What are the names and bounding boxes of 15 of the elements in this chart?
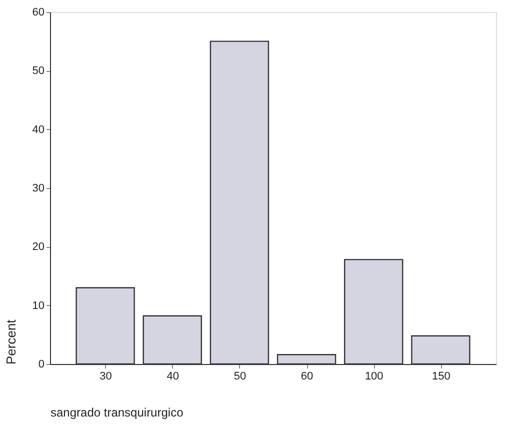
y-tick-label: 10 [32, 300, 44, 312]
x-tick-label: 100 [364, 370, 384, 382]
y-tick-label: 40 [32, 124, 44, 136]
x-axis-title: sangrado transquirurgico [50, 406, 184, 420]
x-tick-label: 60 [300, 370, 314, 382]
y-tick-label: 50 [32, 65, 44, 78]
x-tick-label: 150 [432, 370, 450, 382]
y-tick-label: 60 [32, 6, 44, 18]
y-tick-label: 30 [32, 182, 44, 194]
x-tick-label: 40 [166, 370, 180, 382]
x-tick-label: 50 [234, 370, 246, 382]
x-tick-label: 30 [100, 370, 112, 382]
y-tick-label: 20 [32, 241, 44, 254]
y-tick-label: 0 [38, 358, 44, 370]
y-axis-title: Percent [3, 319, 18, 364]
